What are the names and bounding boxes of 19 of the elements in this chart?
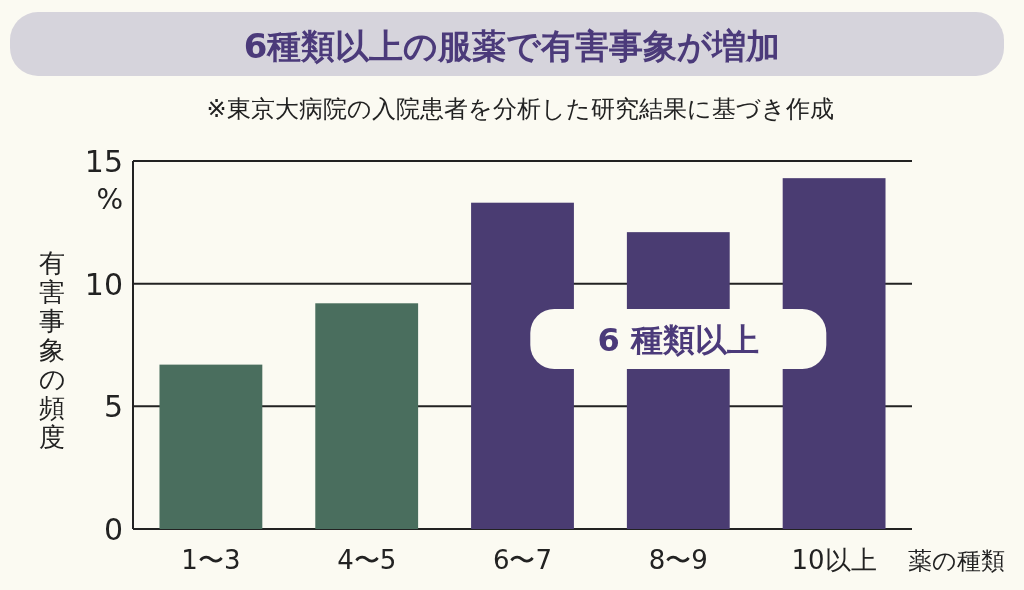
y-tick-label: 0	[103, 512, 123, 547]
x-tick-label: 10以上	[791, 545, 877, 575]
bar	[782, 178, 886, 529]
bar	[159, 364, 263, 529]
x-tick-label: 4〜5	[337, 545, 397, 575]
chart-subtitle: ※東京大病院の入院患者を分析した研究結果に基づき作成	[206, 95, 834, 123]
y-axis-title: 有害事象の頻度	[38, 248, 66, 452]
text: %	[96, 183, 123, 216]
y-tick-label: 15	[84, 144, 123, 179]
bar	[471, 202, 574, 529]
x-tick-label: 1〜3	[181, 545, 241, 575]
x-axis-title: 薬の種類	[908, 547, 1005, 575]
x-tick-label: 8〜9	[648, 545, 708, 575]
x-tick-label: 6〜7	[492, 545, 553, 575]
y-tick-label: 10	[84, 266, 123, 302]
y-tick-label: 5	[103, 389, 123, 425]
chart-title: 6種類以上の服薬で有害事象が増加	[243, 26, 781, 66]
bar	[315, 303, 419, 529]
annotation: 6 種類以上	[597, 321, 759, 359]
